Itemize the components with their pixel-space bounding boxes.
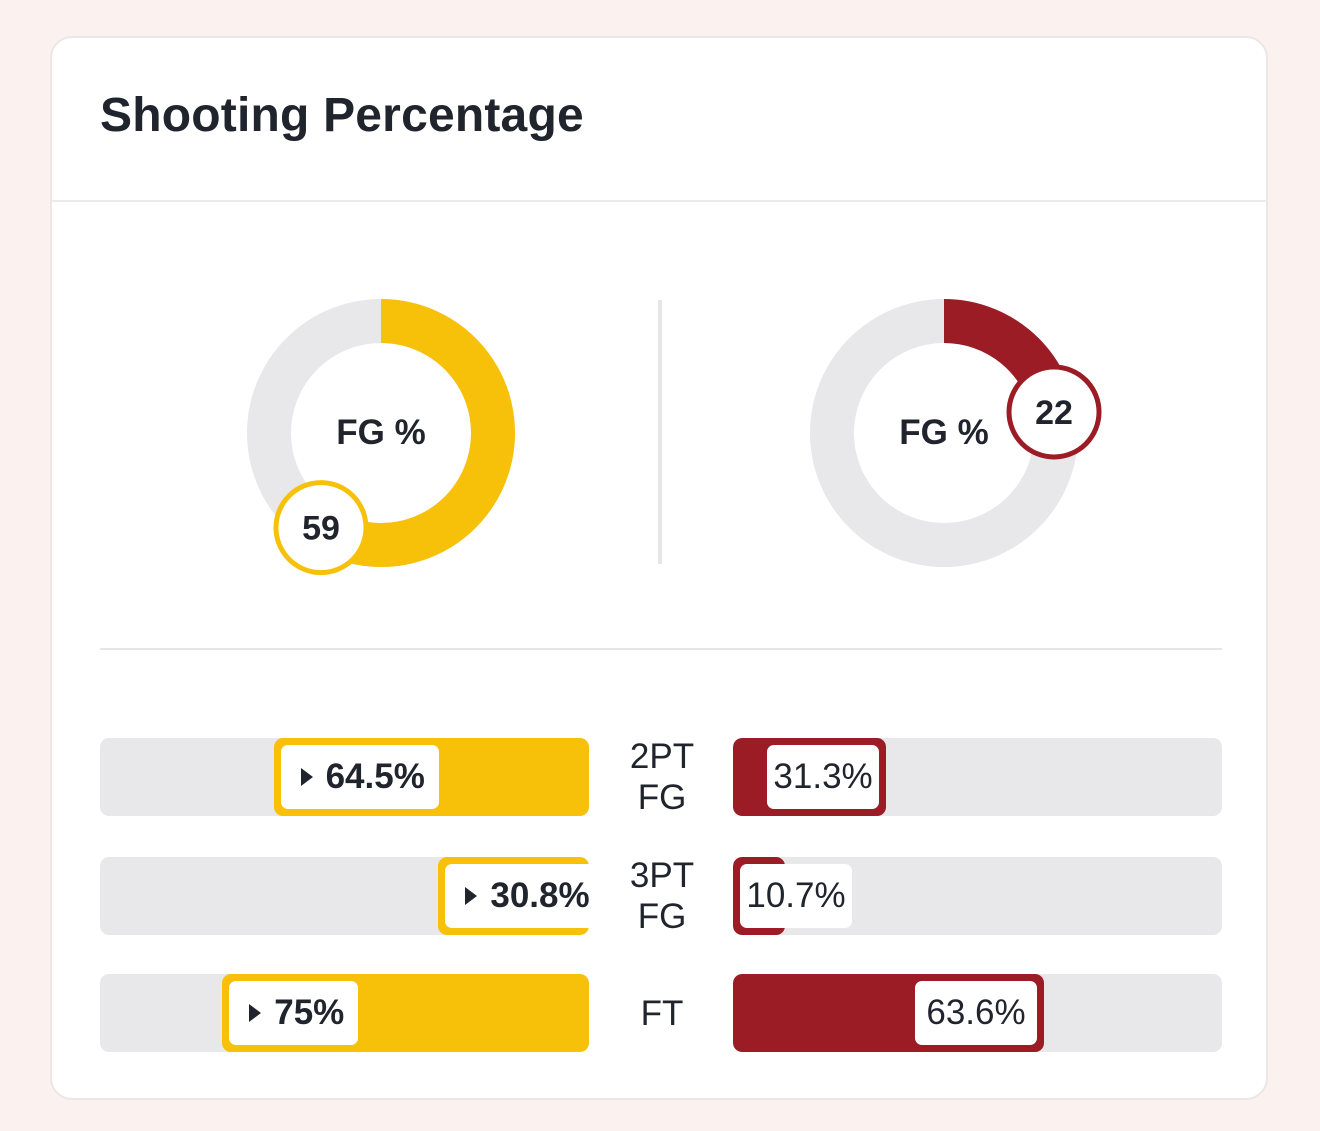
vertical-divider — [658, 300, 662, 564]
bar-category-label-line: FG — [637, 897, 687, 936]
donut-svg-team-b: 22 — [810, 299, 1102, 567]
donut-value-badge-team-a — [273, 480, 369, 576]
bar-value-label-team-b-ft: 63.6% — [915, 981, 1037, 1045]
caret-right-icon — [300, 768, 313, 786]
donut-value-text-team-b: 22 — [1035, 394, 1073, 432]
bar-category-label-2pt-fg: 2PT FG — [612, 736, 712, 818]
bar-track-team-a-3pt-fg: 30.8% — [100, 857, 589, 935]
bar-track-team-a-ft: 75% — [100, 974, 589, 1052]
donut-arc-team-a — [309, 299, 515, 567]
bar-value-text-team-a-3pt-fg: 30.8% — [490, 876, 589, 915]
bar-value-label-team-a-2pt-fg: 64.5% — [280, 745, 439, 809]
bar-category-label-line: 3PT — [629, 856, 695, 895]
donut-label-team-b: FG % — [899, 413, 989, 452]
horizontal-divider — [100, 648, 1222, 650]
bar-category-label-line: FG — [637, 778, 687, 817]
bar-value-text-team-a-ft: 75% — [274, 993, 345, 1032]
bar-track-team-a-2pt-fg: 64.5% — [100, 738, 589, 816]
bar-value-label-team-b-3pt-fg: 10.7% — [740, 864, 852, 928]
donut-value-text-team-a: 59 — [302, 510, 340, 548]
bar-category-label-ft: FT — [612, 993, 712, 1034]
bar-track-team-b-3pt-fg: 10.7% — [733, 857, 1222, 935]
donut-chart-team-a: 59 FG % — [246, 298, 516, 576]
card-title: Shooting Percentage — [100, 89, 584, 142]
donut-label-team-a: FG % — [336, 413, 426, 452]
bar-category-label-line: 2PT — [629, 737, 695, 776]
bar-category-label-3pt-fg: 3PT FG — [612, 855, 712, 937]
card-header: Shooting Percentage — [52, 38, 1266, 202]
bar-track-team-b-2pt-fg: 31.3% — [733, 738, 1222, 816]
donut-value-badge-team-b — [1006, 364, 1102, 460]
bar-track-team-b-ft: 63.6% — [733, 974, 1222, 1052]
bar-value-label-team-b-2pt-fg: 31.3% — [767, 745, 880, 809]
bar-category-label-line: FT — [640, 993, 684, 1033]
donut-chart-team-b: 22 FG % — [809, 298, 1102, 568]
bar-value-label-team-a-ft: 75% — [229, 981, 359, 1045]
bar-value-text-team-a-2pt-fg: 64.5% — [325, 757, 425, 796]
caret-right-icon — [465, 887, 478, 905]
bar-value-label-team-a-3pt-fg: 30.8% — [445, 864, 589, 928]
donut-svg-team-a: 59 — [247, 299, 515, 576]
caret-right-icon — [249, 1004, 262, 1022]
shooting-percentage-card: Shooting Percentage 59 FG % 22 FG % 64.5… — [50, 36, 1268, 1100]
